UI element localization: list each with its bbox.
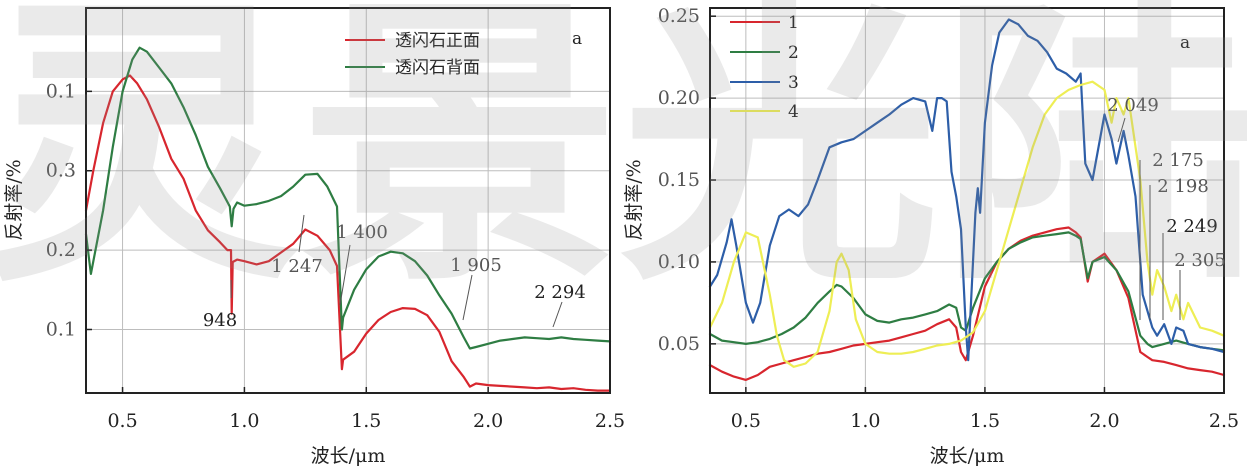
right-legend-label-1: 1 [788,13,799,33]
right-x-axis-title: 波长/μm [930,445,1005,467]
watermark-text: 灵景光陆 [0,0,1247,321]
left-y-ticks: 0.1 0.2 0.3 0.1 [46,80,92,340]
right-annotation-2175: 2 175 [1152,150,1204,171]
left-legend: 透闪石正面 透闪石背面 [345,31,480,78]
left-series-line-1 [84,74,612,392]
left-x-tick-label: 1.5 [351,410,381,432]
right-y-tick-label: 0.05 [658,333,700,355]
right-x-tick-label: 2.0 [1089,410,1119,432]
right-y-tick-label: 0.15 [658,169,700,191]
right-x-ticks: 0.5 1.0 1.5 2.0 2.5 [731,387,1239,432]
left-x-tick-label: 1.0 [229,410,259,432]
left-legend-label-1: 透闪石正面 [395,31,480,51]
left-x-axis-title: 波长/μm [311,445,386,467]
left-annotation-leader-2294 [552,301,563,328]
left-series-group [84,46,612,392]
right-legend-label-2: 2 [788,43,799,63]
left-x-tick-label: 0.5 [107,410,137,432]
left-x-ticks: 0.5 1.0 1.5 2.0 2.5 [107,387,625,432]
right-y-axis-title: 反射率/% [623,159,645,240]
right-y-tick-label: 0.20 [658,87,700,109]
right-panel-tag: a [1180,33,1190,53]
right-annotation-2049: 2 049 [1107,95,1159,116]
right-series-line-3 [708,18,1226,362]
right-series-line-4 [708,80,1226,368]
left-annotations: 948 1 247 1 400 1 905 2 294 [203,214,586,331]
right-series-group [708,18,1226,381]
right-x-tick-label: 2.5 [1209,410,1239,432]
left-x-tick-label: 2.5 [595,410,625,432]
left-annotation-948: 948 [203,310,237,331]
right-y-tick-label: 0.10 [658,251,700,273]
left-annotation-leader-1905 [462,274,473,321]
right-annotation-2198: 2 198 [1157,176,1209,197]
right-annotations: 2 049 2 175 2 198 2 249 2 305 [1107,95,1226,320]
left-y-tick-label: 0.1 [46,80,76,102]
right-chart: 0.5 1.0 1.5 2.0 2.5 0.05 0.10 0.15 0.20 0.25 波长/… [623,5,1239,467]
right-x-tick-label: 1.5 [970,410,1000,432]
right-x-tick-label: 1.0 [850,410,880,432]
right-legend: 1 2 3 4 [730,13,799,122]
right-legend-label-3: 3 [788,73,799,93]
right-legend-label-4: 4 [788,102,799,122]
right-y-tick-label: 0.25 [658,5,700,27]
right-series-line-1 [708,226,1226,381]
left-plot-frame [85,7,611,394]
right-y-ticks: 0.05 0.10 0.15 0.20 0.25 [658,5,716,355]
left-y-axis-title: 反射率/% [3,159,25,240]
right-annotation-2249: 2 249 [1166,216,1218,237]
left-annotation-1400: 1 400 [336,222,388,243]
left-y-tick-label: 0.3 [46,160,76,182]
left-panel-tag: a [572,29,582,49]
right-annotation-leader-2049 [1117,117,1126,143]
right-annotation-2305: 2 305 [1174,250,1226,271]
left-annotation-1905: 1 905 [450,255,502,276]
left-y-tick-label: 0.2 [46,239,76,261]
left-chart: 0.5 1.0 1.5 2.0 2.5 0.1 0.2 0.3 0.1 波长/μm 反射率/%… [3,7,625,467]
left-x-tick-label: 2.0 [473,410,503,432]
left-annotation-1247: 1 247 [271,256,323,277]
left-series-line-2 [84,46,612,350]
left-annotation-leader-1400 [339,244,351,306]
left-annotation-leader-1247 [298,214,305,253]
right-x-tick-label: 0.5 [731,410,761,432]
left-legend-label-2: 透闪石背面 [395,58,480,78]
left-y-tick-label: 0.1 [46,318,76,340]
left-annotation-2294: 2 294 [534,282,586,303]
right-plot-frame [709,7,1225,394]
